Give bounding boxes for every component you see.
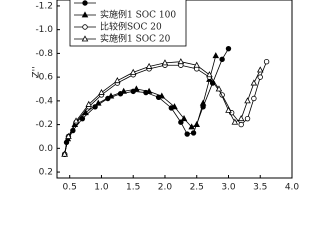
legend-marker [81, 35, 89, 42]
data-point [190, 130, 197, 136]
y-tick-label: -1.0 [35, 25, 53, 35]
data-point [171, 103, 178, 110]
data-point [158, 92, 166, 99]
legend-marker [82, 0, 88, 6]
data-point [133, 85, 140, 92]
data-point [225, 45, 232, 52]
y-tick-label: 0.0 [39, 144, 54, 154]
data-point [256, 66, 264, 73]
x-tick-label: 2.5 [190, 183, 204, 193]
data-point [178, 119, 184, 125]
x-tick-label: 2.0 [158, 183, 173, 193]
x-tick-label: 3.5 [253, 183, 267, 193]
data-point [98, 88, 105, 95]
data-point [129, 68, 137, 75]
data-point [188, 123, 195, 130]
data-point [215, 85, 223, 92]
data-point [95, 99, 102, 106]
legend-label: 实施例1 SOC 20 [100, 33, 171, 45]
plot-frame [56, 0, 293, 179]
y-axis-label: Z'' [32, 66, 42, 77]
data-point [107, 92, 115, 99]
data-point [65, 132, 72, 139]
data-point [145, 62, 153, 69]
data-point [72, 117, 80, 124]
y-tick-label: -0.6 [35, 73, 53, 83]
x-tick-label: 3.0 [221, 183, 236, 193]
x-tick-label: 1.5 [126, 183, 140, 193]
x-tick-label: 4.0 [285, 183, 300, 193]
y-tick-label: -0.4 [35, 96, 53, 106]
data-point [225, 106, 232, 113]
legend-box [69, 0, 187, 47]
y-tick-label: -0.2 [35, 120, 53, 130]
data-point [85, 100, 93, 107]
data-point [237, 115, 245, 122]
x-tick-label: 1.0 [94, 183, 109, 193]
y-tick-label: -0.8 [35, 49, 53, 59]
data-point [199, 99, 207, 106]
legend-label: 比较例SOC 20 [100, 21, 162, 33]
data-point [145, 87, 153, 94]
data-point [219, 56, 225, 63]
data-point [251, 95, 257, 102]
data-point [250, 79, 258, 86]
y-tick-label: 0.2 [39, 168, 53, 178]
x-tick-label: 0.5 [63, 183, 77, 193]
data-point [206, 71, 213, 78]
data-point [193, 61, 201, 68]
data-point [120, 87, 127, 94]
data-point [61, 150, 68, 157]
y-tick-label: -1.2 [35, 1, 53, 11]
data-point [92, 104, 98, 110]
data-point [257, 74, 263, 80]
data-point [184, 131, 190, 137]
data-point [161, 59, 169, 66]
data-point [238, 121, 244, 128]
data-point [193, 120, 201, 127]
data-point [244, 97, 251, 104]
data-point [231, 118, 239, 125]
chart: Z'' -1.2 -1.0 -0.8 -0.6 -0.4 -0.2 0.0 0.2 0.5 1.0… [32, 0, 300, 193]
legend-marker [82, 24, 88, 30]
data-point [244, 115, 251, 122]
data-point [212, 52, 220, 59]
data-point [263, 59, 270, 65]
data-point [177, 58, 185, 65]
data-point [180, 115, 188, 122]
data-point [114, 77, 121, 84]
legend-label: 实施例1 SOC 100 [100, 9, 176, 21]
legend-marker [81, 11, 89, 18]
